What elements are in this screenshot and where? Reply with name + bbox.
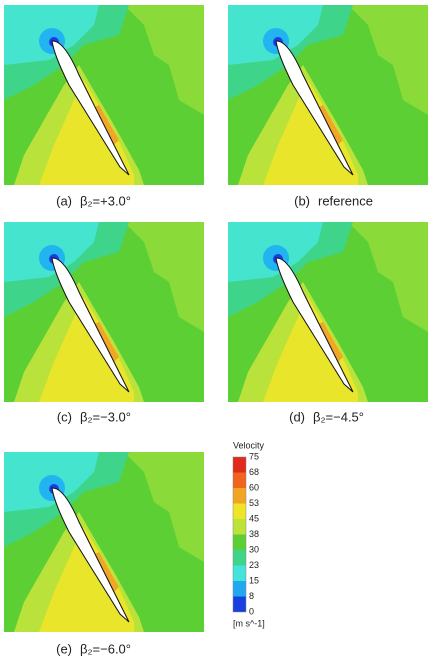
colorbar-frame	[232, 456, 247, 613]
legend-tick-label: 45	[249, 513, 259, 523]
legend-tick-label: 68	[249, 467, 259, 477]
panel-caption: β₂=−4.5°	[313, 409, 364, 424]
legend-tick-label: 53	[249, 498, 259, 508]
legend-tick-label: 15	[249, 575, 259, 585]
panel-label: (c)	[57, 409, 72, 424]
panel-label: (a)	[56, 193, 72, 208]
panel-caption: β₂=−6.0°	[80, 641, 131, 656]
panel-b-plot	[227, 4, 429, 186]
color-segment	[233, 457, 246, 473]
panel-c-plot	[3, 221, 205, 403]
legend-title: Velocity	[233, 440, 265, 450]
color-segment	[233, 565, 246, 581]
legend-tick-label: 8	[249, 591, 254, 601]
colorbar: Velocity 75 68 60 53 45 38 30 23 15 8 0 …	[232, 440, 265, 628]
panel-caption: β₂=+3.0°	[80, 193, 131, 208]
legend-tick-label: 0	[249, 606, 254, 616]
color-segment	[233, 519, 246, 535]
color-segment	[233, 488, 246, 504]
legend-tick-label: 75	[249, 451, 259, 461]
color-segment	[233, 581, 246, 597]
color-segment	[233, 550, 246, 566]
color-segment	[233, 472, 246, 488]
panel-caption: reference	[318, 193, 373, 208]
panel-a-plot	[3, 4, 205, 186]
panel-label: (e)	[56, 641, 72, 656]
panel-label: (b)	[294, 193, 310, 208]
color-segment	[233, 596, 246, 612]
legend-tick-label: 38	[249, 529, 259, 539]
legend-tick-label: 60	[249, 482, 259, 492]
legend-tick-label: 30	[249, 544, 259, 554]
legend-tick-label: 23	[249, 560, 259, 570]
panel-e-plot	[3, 451, 205, 633]
legend-unit: [m s^-1]	[233, 618, 265, 628]
color-segment	[233, 503, 246, 519]
panel-d-plot	[227, 221, 429, 403]
panel-label: (d)	[289, 409, 305, 424]
color-segment	[233, 534, 246, 550]
panel-caption: β₂=−3.0°	[80, 409, 131, 424]
